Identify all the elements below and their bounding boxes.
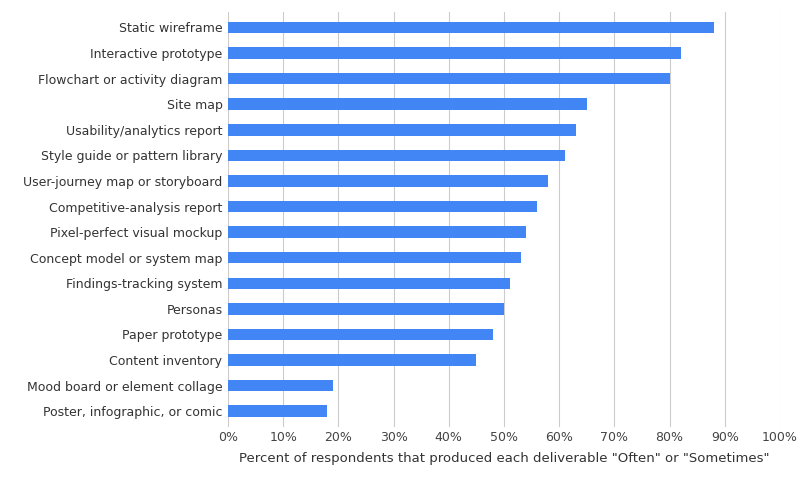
Bar [228,73,670,84]
Bar [228,149,565,161]
Bar [228,201,537,212]
Bar [228,329,493,340]
Bar [228,227,526,238]
Bar [228,405,327,417]
Bar [228,380,333,391]
Bar [228,47,681,59]
Bar [228,354,476,366]
Bar [228,124,576,135]
Bar [228,252,521,264]
Bar [228,175,548,187]
Bar [228,22,714,33]
Bar [228,303,504,315]
X-axis label: Percent of respondents that produced each deliverable "Often" or "Sometimes": Percent of respondents that produced eac… [238,452,770,465]
Bar [228,278,510,289]
Bar [228,98,586,110]
